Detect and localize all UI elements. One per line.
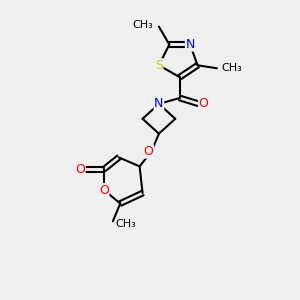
Text: CH₃: CH₃ <box>116 219 136 229</box>
Text: CH₃: CH₃ <box>133 20 154 30</box>
Text: N: N <box>154 98 164 110</box>
Text: O: O <box>99 184 109 196</box>
Text: O: O <box>75 163 85 176</box>
Text: N: N <box>185 38 195 51</box>
Text: O: O <box>144 145 154 158</box>
Text: CH₃: CH₃ <box>221 63 242 73</box>
Text: S: S <box>155 59 163 72</box>
Text: O: O <box>199 98 208 110</box>
